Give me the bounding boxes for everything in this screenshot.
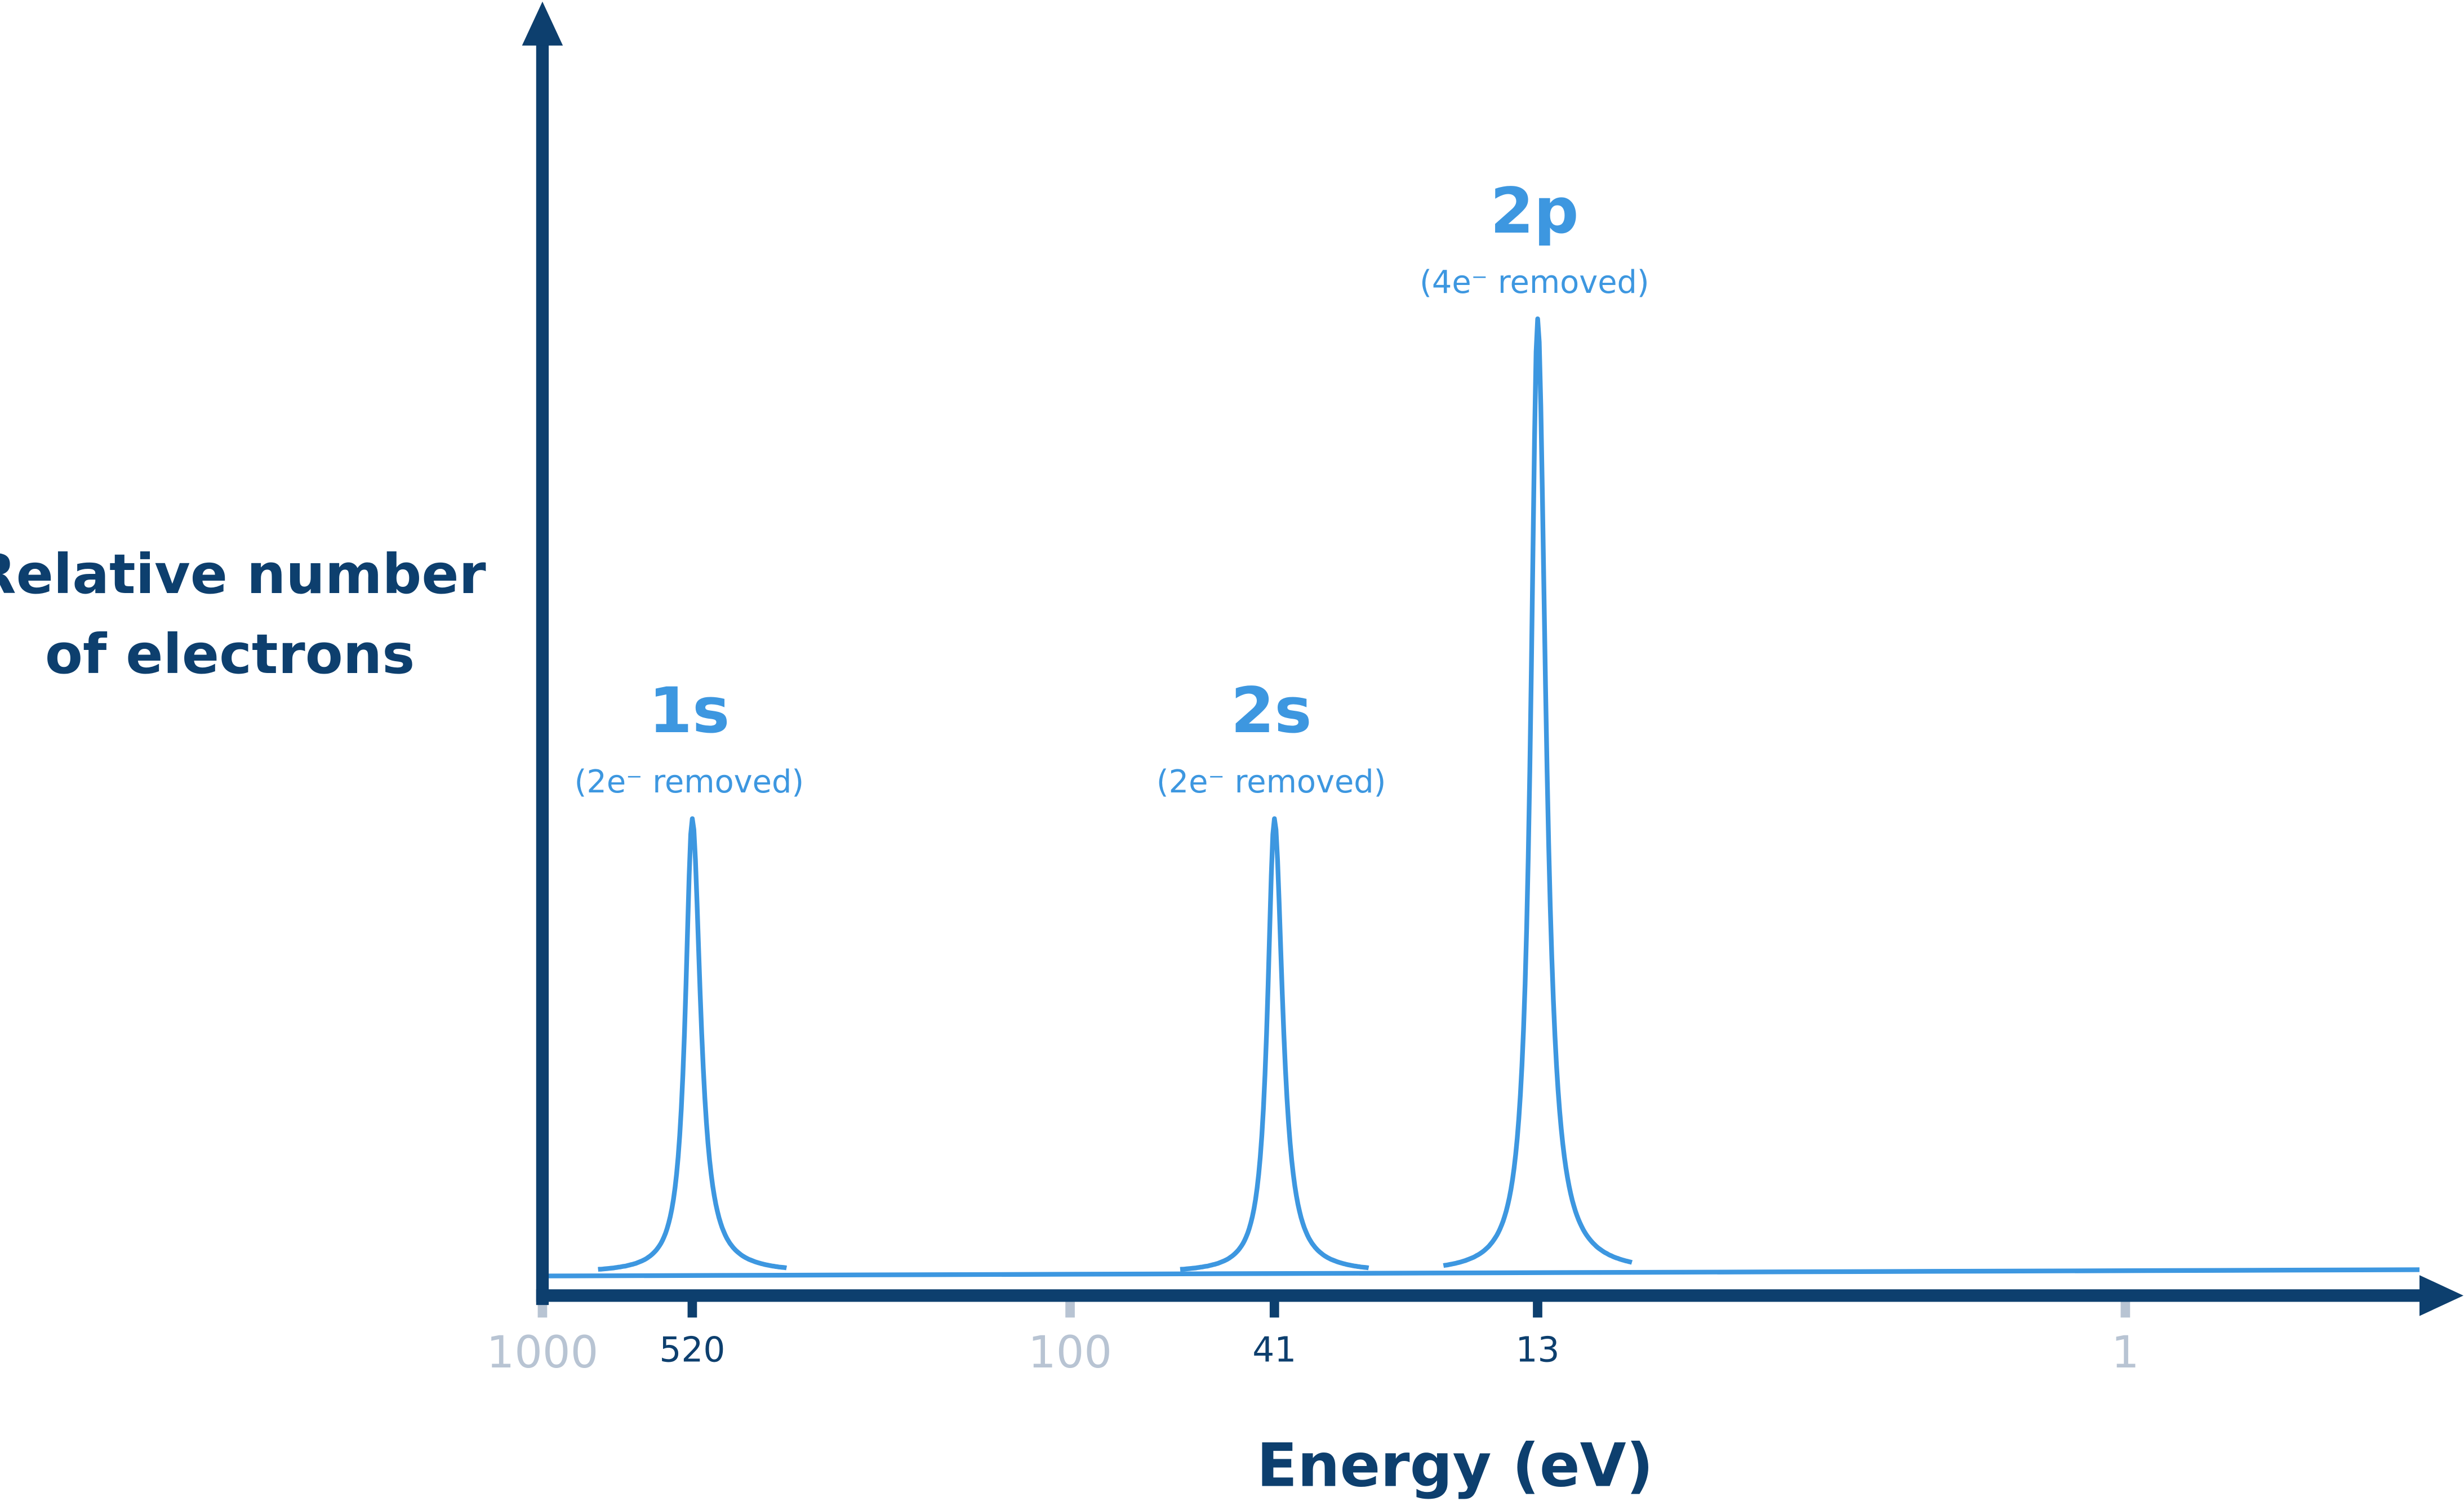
y-axis-arrow	[522, 1, 563, 46]
spectrum-baseline	[542, 1267, 2419, 1278]
y-axis-title: Relative number	[0, 542, 486, 607]
x-tick-label: 1000	[487, 1327, 599, 1378]
spectrum-peak	[1442, 316, 1633, 1268]
peak-note: (2e⁻ removed)	[575, 764, 804, 800]
x-tick-label: 100	[1028, 1327, 1112, 1378]
peak-note: (4e⁻ removed)	[1420, 264, 1649, 301]
x-axis-title: Energy (eV)	[1257, 1431, 1653, 1500]
peak-tick-label: 13	[1515, 1330, 1559, 1370]
x-tick-label: 1	[2111, 1327, 2140, 1378]
peak-label: 2s	[1231, 674, 1312, 747]
spectrum-peak	[597, 816, 788, 1272]
peak-tick-label: 520	[659, 1330, 725, 1370]
peak-label: 2p	[1490, 175, 1578, 248]
y-axis-title: of electrons	[45, 622, 415, 687]
peak-tick-label: 41	[1252, 1330, 1296, 1370]
peak-label: 1s	[648, 674, 730, 747]
spectrum-peak	[1179, 816, 1369, 1272]
peak-note: (2e⁻ removed)	[1157, 764, 1386, 800]
x-axis-arrow	[2419, 1275, 2464, 1316]
